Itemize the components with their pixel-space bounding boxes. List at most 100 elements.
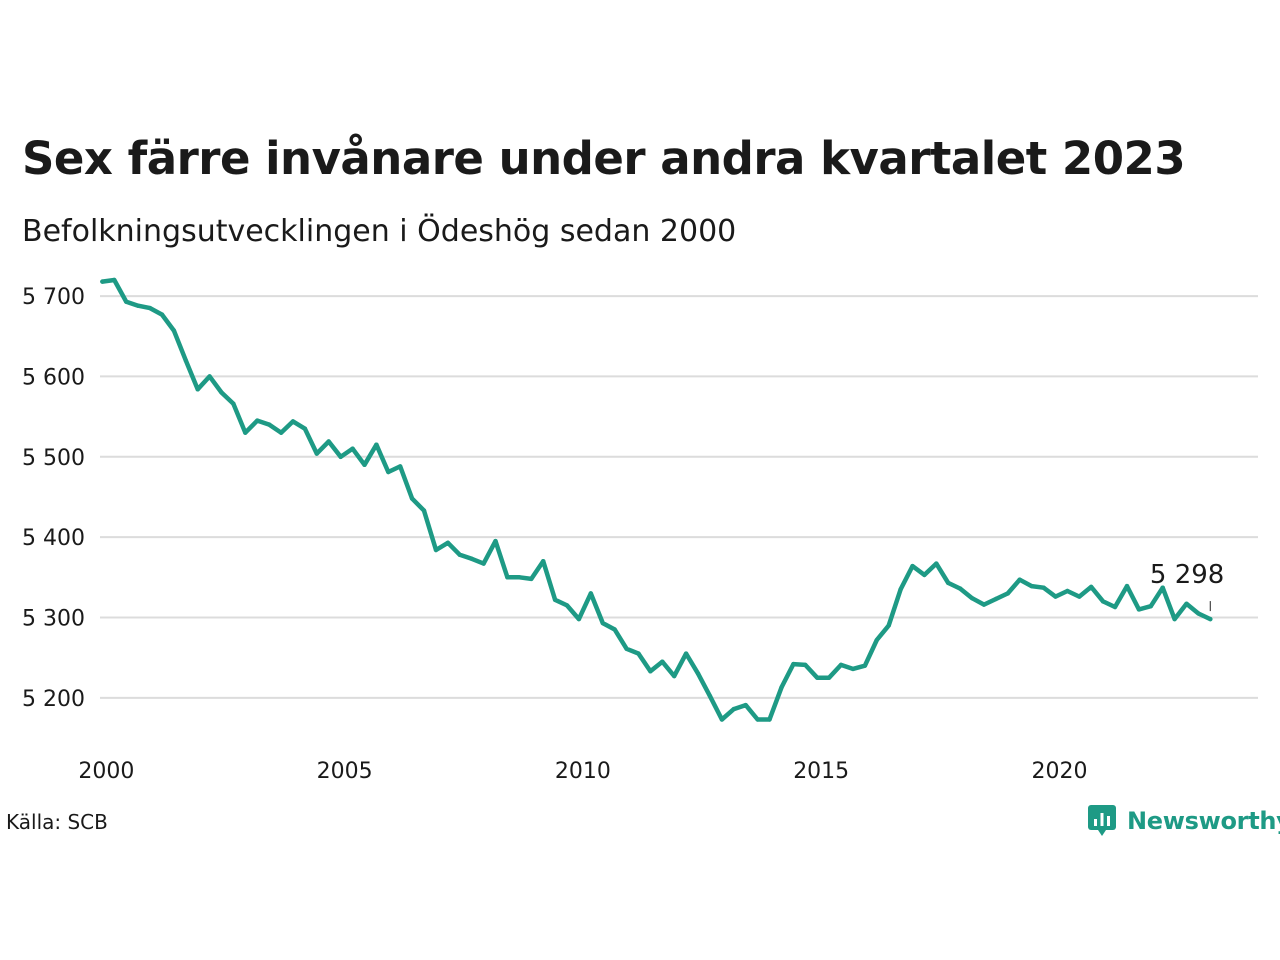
data-point	[838, 662, 844, 668]
y-tick-label: 5 600	[22, 365, 85, 390]
chart-subtitle: Befolkningsutvecklingen i Ödeshög sedan …	[22, 214, 737, 249]
data-point	[672, 673, 677, 679]
data-point	[886, 623, 891, 628]
data-point	[278, 430, 284, 435]
data-point	[958, 586, 963, 591]
data-point	[421, 508, 427, 513]
data-point	[1053, 594, 1058, 599]
chart-title: Sex färre invånare under andra kvartalet…	[22, 132, 1186, 185]
data-point	[314, 451, 319, 456]
data-point	[1184, 601, 1189, 606]
data-point	[1196, 611, 1201, 616]
data-point	[505, 575, 510, 580]
y-tick-label: 5 400	[22, 526, 85, 551]
data-point	[1029, 583, 1034, 589]
data-point	[815, 675, 820, 680]
data-point	[207, 374, 212, 379]
data-point	[898, 587, 903, 592]
data-point	[398, 464, 403, 469]
data-point	[862, 663, 868, 668]
bar-chart-speech-bubble-icon	[1088, 805, 1116, 836]
data-point	[850, 666, 856, 672]
brand-name: Newsworthy	[1127, 807, 1280, 835]
data-point	[719, 717, 725, 722]
data-point	[683, 651, 689, 656]
data-point	[445, 540, 451, 545]
data-point	[326, 439, 331, 444]
data-point	[564, 603, 570, 608]
y-tick-label: 5 200	[22, 687, 85, 712]
data-point	[874, 637, 879, 643]
data-point	[290, 419, 296, 424]
data-point	[1041, 585, 1046, 590]
data-point	[767, 717, 772, 722]
data-point	[517, 575, 522, 580]
x-tick-label: 2000	[78, 759, 134, 784]
data-point	[552, 597, 558, 602]
x-tick-label: 2020	[1031, 759, 1087, 784]
data-point	[1124, 583, 1130, 589]
data-point	[791, 661, 796, 667]
data-point	[135, 303, 141, 308]
data-point	[588, 591, 593, 596]
source-note: Källa: SCB	[6, 810, 108, 834]
data-point	[493, 538, 498, 544]
y-tick-label: 5 500	[22, 446, 85, 471]
data-point	[910, 563, 915, 569]
data-point	[731, 706, 736, 712]
data-point	[707, 694, 713, 699]
data-point	[993, 596, 999, 602]
data-point	[362, 462, 367, 467]
data-point	[219, 390, 224, 395]
data-point	[946, 580, 951, 586]
data-point	[433, 547, 439, 553]
data-point	[743, 702, 748, 708]
data-point	[112, 277, 117, 283]
data-point	[922, 572, 927, 578]
data-point	[541, 559, 546, 564]
data-point	[374, 442, 379, 447]
x-tick-label: 2010	[555, 759, 611, 784]
data-point	[267, 422, 272, 427]
data-point	[934, 561, 939, 566]
data-point	[529, 576, 534, 582]
data-point	[576, 616, 582, 622]
x-tick-label: 2005	[317, 759, 373, 784]
data-point	[803, 662, 808, 668]
data-point	[147, 305, 153, 311]
data-point	[195, 387, 200, 392]
data-point	[1089, 584, 1094, 590]
x-tick-label: 2015	[793, 759, 849, 784]
data-point	[1017, 577, 1022, 582]
data-point	[350, 446, 355, 451]
data-point	[612, 627, 617, 632]
data-point	[255, 418, 260, 423]
data-point	[159, 312, 165, 317]
y-axis-tick-labels: 5 200 5 300 5 400 5 500 5 600 5 700	[22, 285, 85, 712]
data-point	[648, 669, 653, 674]
data-point	[469, 556, 474, 561]
data-point	[1160, 585, 1165, 590]
data-point	[171, 328, 177, 333]
last-value-label: 5 298	[1150, 560, 1224, 590]
data-point	[1172, 616, 1177, 622]
data-point	[409, 496, 415, 501]
population-line	[100, 277, 1213, 722]
data-point	[183, 358, 188, 363]
data-point	[1136, 607, 1142, 612]
data-point	[1077, 594, 1082, 599]
data-point	[636, 651, 641, 656]
data-point	[457, 552, 462, 557]
data-point	[695, 671, 701, 676]
data-point	[826, 675, 832, 680]
data-point	[1112, 604, 1118, 610]
data-point	[1100, 599, 1106, 604]
data-point	[600, 620, 605, 626]
x-axis-tick-labels: 2000 2005 2010 2015 2020	[78, 759, 1087, 784]
data-point	[755, 717, 760, 722]
y-tick-label: 5 700	[22, 285, 85, 310]
data-point	[1005, 591, 1010, 596]
data-point	[1148, 604, 1154, 609]
data-point	[969, 596, 975, 601]
